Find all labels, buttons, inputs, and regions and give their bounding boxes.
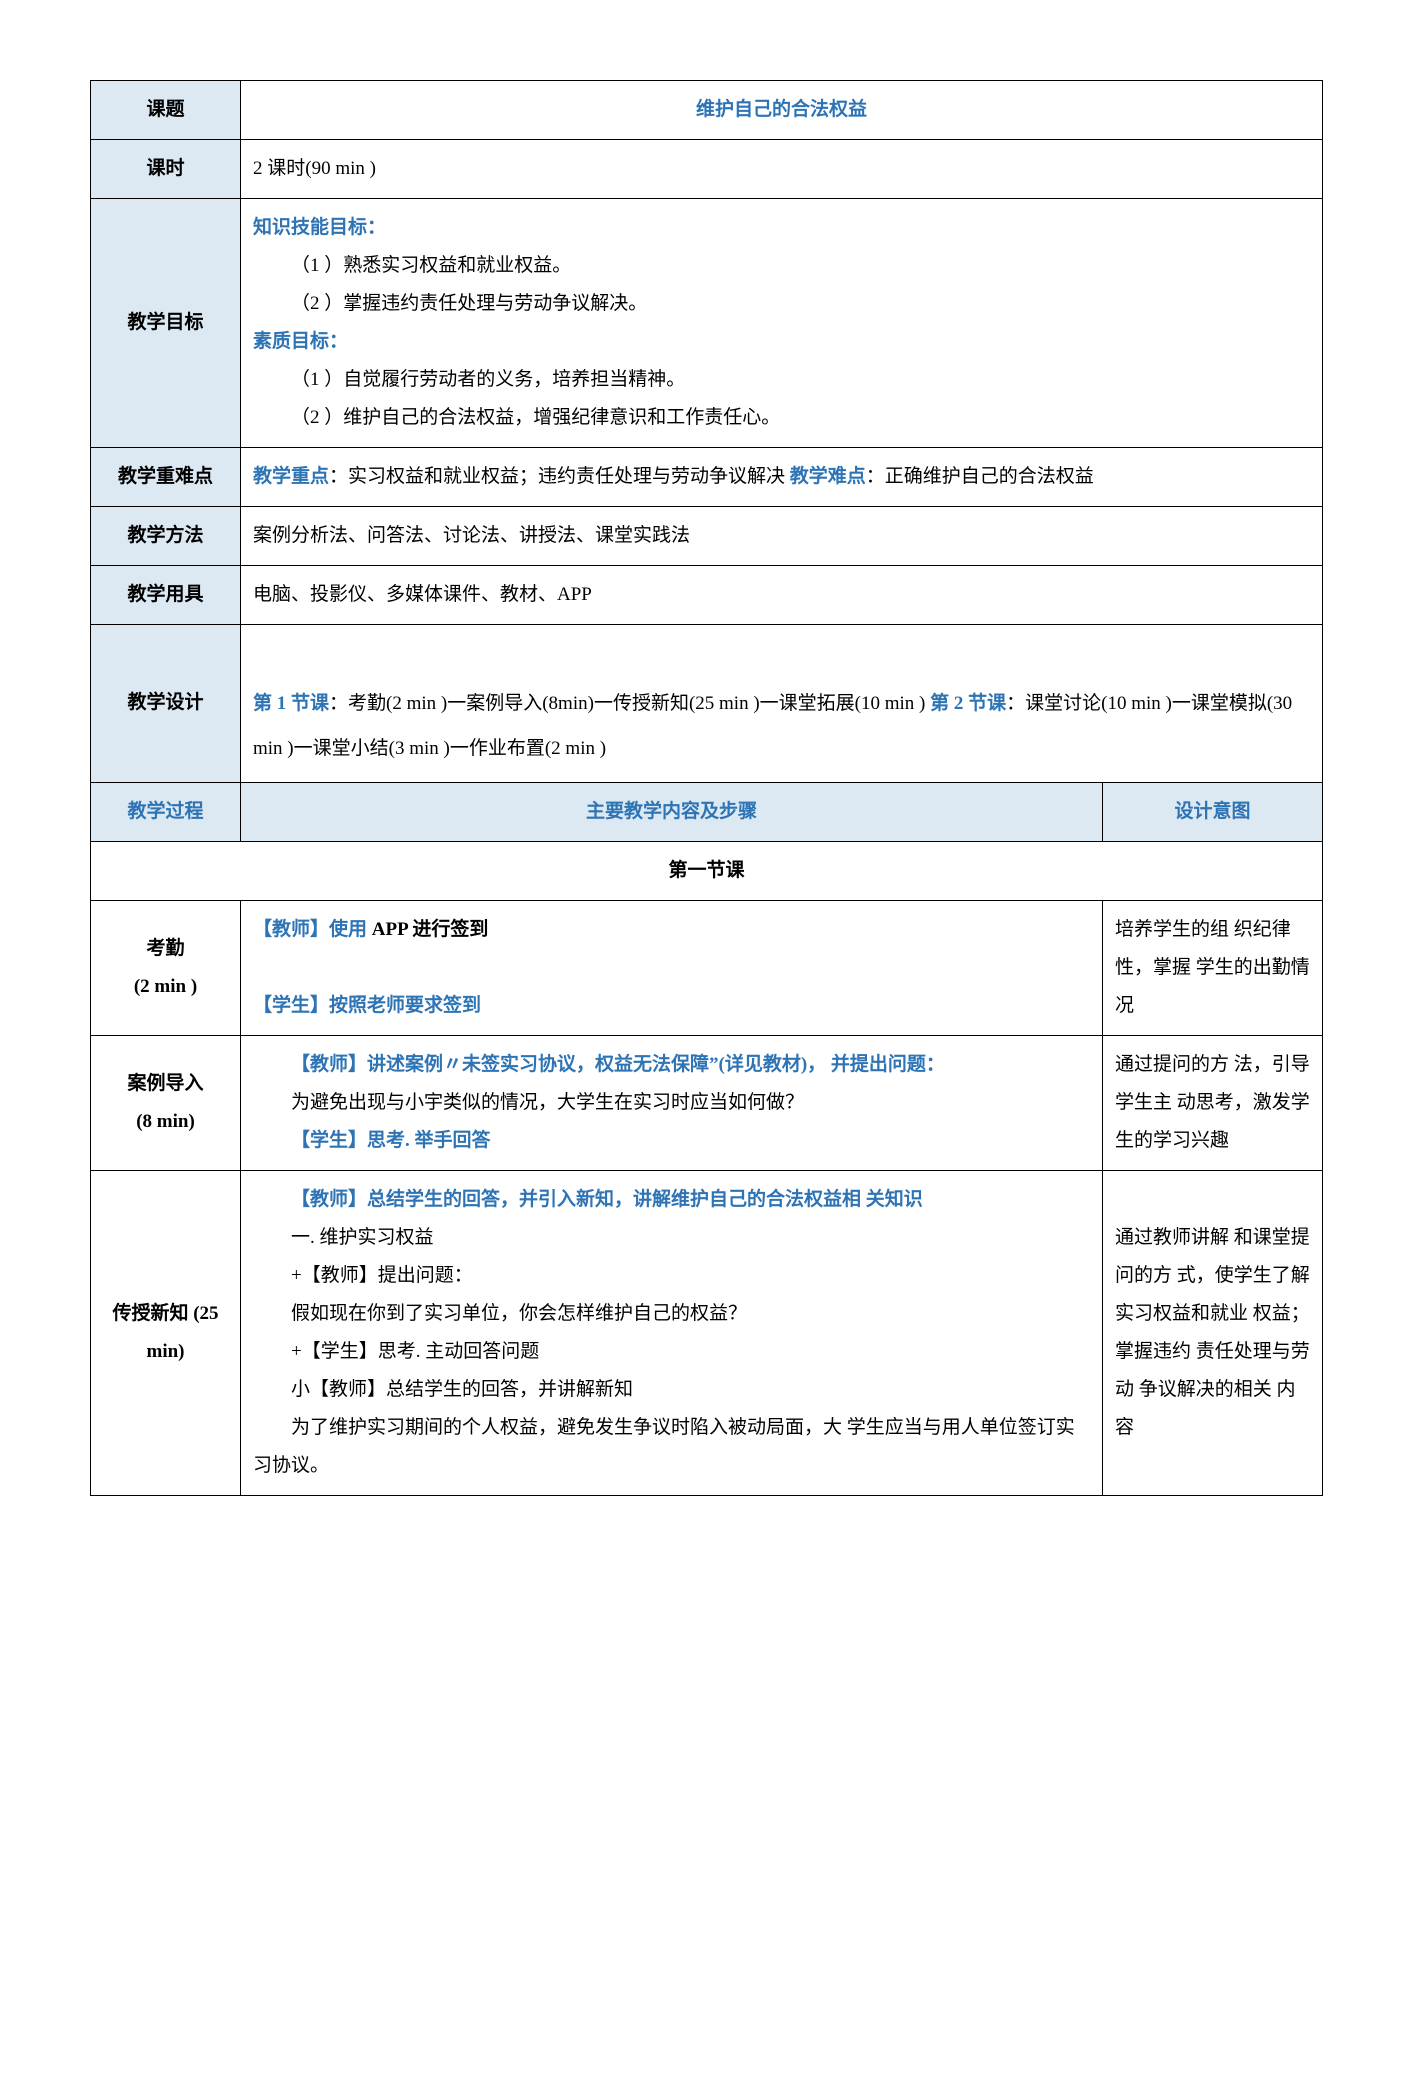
obj-heading-2: 素质目标： [253,331,348,352]
s2-t3: 【学生】思考. 举手回答 [253,1130,491,1151]
step-1-dur: (2 min ) [134,976,197,997]
hdr-intent: 设计意图 [1103,782,1323,841]
diff-l1: 教学重点 [253,466,329,487]
label-difficulty: 教学重难点 [91,448,241,507]
design-p2-label: 第 2 节课 [930,693,1006,714]
step-3-intent: 通过教师讲解 和课堂提问的方 式，使学生了解 实习权益和就业 权益；掌握违约 责… [1103,1170,1323,1495]
diff-t1: ：实习权益和就业权益；违约责任处理与劳动争议解决 [329,466,790,487]
s1-t2: 【学生】按照老师要求签到 [253,995,481,1016]
step-1-content: 【教师】使用 APP 进行签到 【学生】按照老师要求签到 [241,900,1103,1035]
page-title: 维护自己的合法权益 [241,81,1323,140]
hdr-process: 教学过程 [91,782,241,841]
diff-t2: ：正确维护自己的合法权益 [866,466,1094,487]
s3-t6: 小【教师】总结学生的回答，并讲解新知 [253,1379,633,1400]
s3-t3: +【教师】提出问题： [253,1265,473,1286]
s3-t5: +【学生】思考. 主动回答问题 [253,1341,539,1362]
step-3-row: 传授新知 (25 min) 【教师】总结学生的回答，并引入新知，讲解维护自己的合… [91,1170,1323,1495]
obj-item-4: （2 ）维护自己的合法权益，增强纪律意识和工作责任心。 [253,407,780,428]
step-3-label: 传授新知 (25 min) [91,1170,241,1495]
process-header-row: 教学过程 主要教学内容及步骤 设计意图 [91,782,1323,841]
obj-heading-1: 知识技能目标： [253,217,386,238]
step-2-row: 案例导入 (8 min) 【教师】讲述案例〃未签实习协议，权益无法保障”(详见教… [91,1035,1323,1170]
s3-t2: 一. 维护实习权益 [253,1227,434,1248]
objectives-cell: 知识技能目标： （1 ）熟悉实习权益和就业权益。 （2 ）掌握违约责任处理与劳动… [241,199,1323,448]
step-1-name: 考勤 [146,938,184,959]
label-objectives: 教学目标 [91,199,241,448]
step-2-content: 【教师】讲述案例〃未签实习协议，权益无法保障”(详见教材)， 并提出问题： 为避… [241,1035,1103,1170]
design-p1-label: 第 1 节课 [253,693,329,714]
tools-value: 电脑、投影仪、多媒体课件、教材、APP [241,566,1323,625]
step-1-label: 考勤 (2 min ) [91,900,241,1035]
design-cell: 第 1 节课：考勤(2 min )一案例导入(8min)一传授新知(25 min… [241,625,1323,783]
obj-item-2: （2 ）掌握违约责任处理与劳动争议解决。 [253,293,647,314]
s3-t7: 为了维护实习期间的个人权益，避免发生争议时陷入被动局面，大 学生应当与用人单位签… [253,1417,1075,1476]
obj-item-1: （1 ）熟悉实习权益和就业权益。 [253,255,571,276]
hours-value: 2 课时(90 min ) [241,140,1323,199]
label-topic: 课题 [91,81,241,140]
s2-t2: 为避免出现与小宇类似的情况，大学生在实习时应当如何做？ [253,1092,804,1113]
s1-t1c: 进行签到 [408,919,489,940]
lesson-plan-table: 课题 维护自己的合法权益 课时 2 课时(90 min ) 教学目标 知识技能目… [90,80,1323,1496]
difficulty-cell: 教学重点：实习权益和就业权益；违约责任处理与劳动争议解决 教学难点：正确维护自己… [241,448,1323,507]
s1-t1a: 【教师】使用 [253,919,372,940]
step-1-row: 考勤 (2 min ) 【教师】使用 APP 进行签到 【学生】按照老师要求签到… [91,900,1323,1035]
design-p1: ：考勤(2 min )一案例导入(8min)一传授新知(25 min )一课堂拓… [329,693,930,714]
step-2-name: 案例导入 [127,1073,203,1094]
section-1-title: 第一节课 [91,841,1323,900]
step-2-label: 案例导入 (8 min) [91,1035,241,1170]
step-2-dur: (8 min) [136,1111,195,1132]
s3-t4: 假如现在你到了实习单位，你会怎样维护自己的权益？ [253,1303,747,1324]
s3-t1: 【教师】总结学生的回答，并引入新知，讲解维护自己的合法权益相 关知识 [253,1189,923,1210]
step-2-intent: 通过提问的方 法，引导学生主 动思考，激发学 生的学习兴趣 [1103,1035,1323,1170]
s2-t1: 【教师】讲述案例〃未签实习协议，权益无法保障”(详见教材)， 并提出问题： [253,1054,945,1075]
label-methods: 教学方法 [91,507,241,566]
obj-item-3: （1 ）自觉履行劳动者的义务，培养担当精神。 [253,369,685,390]
section-1-row: 第一节课 [91,841,1323,900]
label-tools: 教学用具 [91,566,241,625]
label-design: 教学设计 [91,625,241,783]
s1-t1b: APP [372,919,408,940]
diff-l2: 教学难点 [790,466,866,487]
step-1-intent: 培养学生的组 织纪律性，掌握 学生的出勤情况 [1103,900,1323,1035]
hdr-content: 主要教学内容及步骤 [241,782,1103,841]
methods-value: 案例分析法、问答法、讨论法、讲授法、课堂实践法 [241,507,1323,566]
label-hours: 课时 [91,140,241,199]
step-3-content: 【教师】总结学生的回答，并引入新知，讲解维护自己的合法权益相 关知识 一. 维护… [241,1170,1103,1495]
